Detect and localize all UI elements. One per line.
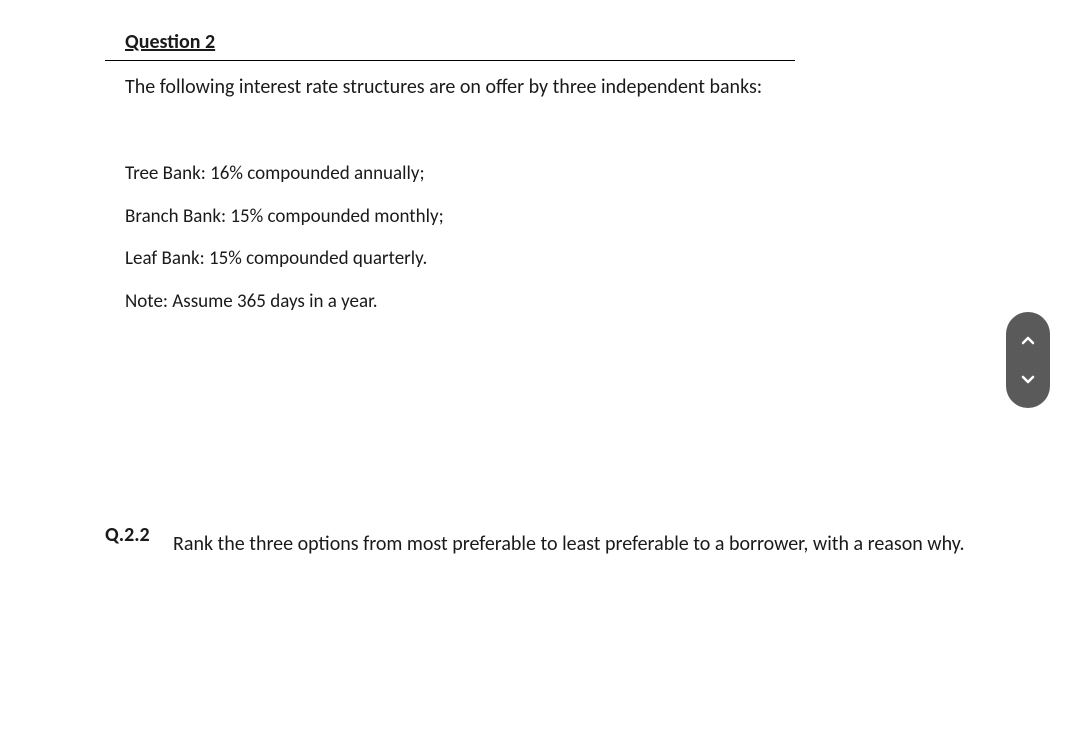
- chevron-down-icon: [1020, 371, 1036, 387]
- document-page: Question 2 The following interest rate s…: [0, 0, 1080, 595]
- subquestion-text: Rank the three options from most prefera…: [173, 523, 965, 565]
- chevron-up-icon: [1020, 333, 1036, 349]
- scroll-nav: [1006, 312, 1050, 408]
- assumption-note: Note: Assume 365 days in a year.: [105, 289, 980, 316]
- question-header: Question 2: [105, 30, 795, 61]
- subquestion: Q.2.2 Rank the three options from most p…: [105, 523, 980, 565]
- bank-rate-list: Tree Bank: 16% compounded annually; Bran…: [105, 161, 980, 273]
- bank-item: Tree Bank: 16% compounded annually;: [125, 161, 980, 188]
- subquestion-number: Q.2.2: [105, 523, 173, 565]
- scroll-down-button[interactable]: [1016, 367, 1040, 391]
- bank-item: Leaf Bank: 15% compounded quarterly.: [125, 246, 980, 273]
- scroll-up-button[interactable]: [1016, 329, 1040, 353]
- bank-item: Branch Bank: 15% compounded monthly;: [125, 204, 980, 231]
- question-intro: The following interest rate structures a…: [105, 73, 980, 101]
